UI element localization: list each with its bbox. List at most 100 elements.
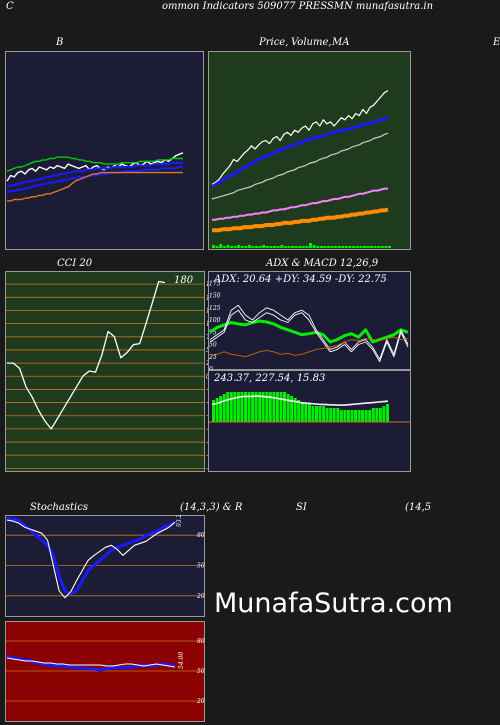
volume-bar <box>384 246 388 248</box>
adx-series-2 <box>209 309 409 363</box>
volume-bar <box>334 246 338 248</box>
volume-bar <box>388 246 391 248</box>
price-series-0 <box>211 90 389 185</box>
volume-bar <box>366 246 370 248</box>
volume-bar <box>230 246 233 248</box>
stochastics-chart: 80 50 20 93.21 <box>5 515 205 617</box>
volume-bar <box>287 246 291 248</box>
macd-histogram-bar <box>275 392 279 422</box>
macd-histogram-bar <box>332 408 336 422</box>
price-series-2 <box>211 132 389 200</box>
cci-value: 180 <box>174 275 194 286</box>
macd-histogram-bar <box>283 392 286 422</box>
volume-bar <box>294 246 298 248</box>
bb-series-1 <box>6 156 183 172</box>
adx-tick-label: 25 <box>208 354 217 361</box>
macd-histogram-bar <box>354 410 357 422</box>
volume-bar <box>370 246 373 248</box>
price-label-2: Volume, <box>291 37 332 48</box>
price-series-1 <box>211 116 389 188</box>
adx-chart: 175 150 125 100 75 50 25 0 <box>208 271 411 370</box>
stoch-tick-label: 20 <box>196 593 205 600</box>
macd-histogram-bar <box>265 392 269 422</box>
rsi-tick-label: 80 <box>197 638 205 645</box>
volume-bar <box>280 245 284 248</box>
adx-tick-label: 100 <box>209 317 221 324</box>
volume-bar <box>226 245 230 248</box>
macd-histogram-bar <box>329 408 333 422</box>
macd-line-0 <box>211 395 389 406</box>
macd-histogram-bar <box>219 396 223 422</box>
macd-histogram-bar <box>346 410 350 422</box>
macd-histogram-bar <box>368 410 372 422</box>
macd-histogram-bar <box>357 410 361 422</box>
volume-bar <box>319 246 323 248</box>
bb-series-2 <box>6 161 183 188</box>
macd-panel <box>208 370 411 472</box>
macd-histogram-bar <box>336 408 340 422</box>
macd-histogram-bar <box>364 410 368 422</box>
volume-bar <box>283 246 287 248</box>
rsi-signal-line <box>6 657 176 668</box>
adx-series-3 <box>209 336 409 358</box>
macd-histogram-bar <box>254 392 258 422</box>
macd-histogram-bar <box>361 410 365 422</box>
volume-bar <box>373 246 377 248</box>
bollinger-panel <box>5 51 204 250</box>
stoch-tick-label: 50 <box>197 563 205 570</box>
volume-bar <box>312 245 316 248</box>
watermark: MunafaSutra.com <box>214 588 453 619</box>
volume-bar <box>258 246 262 248</box>
rsi-value: 54.00 <box>178 652 185 669</box>
cci-label: CCI 20 <box>57 258 93 269</box>
adx-tick-label: 175 <box>209 280 221 287</box>
macd-histogram-bar <box>233 392 237 422</box>
adx-series-1 <box>209 304 409 360</box>
volume-bar <box>352 246 356 248</box>
macd-histogram-bar <box>375 408 379 422</box>
macd-histogram-bar <box>293 398 297 422</box>
volume-bar <box>233 246 237 248</box>
macd-histogram-bar <box>297 400 301 422</box>
macd-histogram-bar <box>258 392 262 422</box>
macd-histogram-bar <box>286 394 290 422</box>
macd-histogram-bar <box>307 404 311 422</box>
macd-histogram-bar <box>247 392 251 422</box>
bollinger-chart <box>5 51 204 250</box>
macd-histogram-bar <box>322 406 326 422</box>
stoch-label: Stochastics <box>30 502 88 513</box>
macd-histogram-bar <box>240 392 244 422</box>
adx-panel: 175 150 125 100 75 50 25 0 <box>208 271 411 370</box>
cci-panel: 1751501251007550250-25-50-75-100-125-150… <box>5 271 211 472</box>
volume-bar <box>240 246 244 248</box>
stoch-k-line <box>6 516 176 596</box>
macd-histogram-bar <box>311 406 315 422</box>
macd-values: 243.37, 227.54, 15.83 <box>214 373 326 384</box>
macd-histogram-bar <box>382 406 386 422</box>
volume-bar <box>326 246 330 248</box>
volume-bar <box>291 246 294 248</box>
adx-tick-label: 50 <box>209 342 217 349</box>
macd-histogram-bar <box>244 392 247 422</box>
macd-histogram-bar <box>378 408 382 422</box>
volume-bar <box>262 245 266 248</box>
adx-label: ADX & MACD 12,26,9 <box>266 258 379 269</box>
macd-histogram-bar <box>339 410 343 422</box>
header-left-letter: C <box>6 1 14 12</box>
volume-bar <box>251 246 255 248</box>
price-series-4 <box>212 207 389 233</box>
rsi-chart: 80 50 20 54.00 <box>5 621 205 722</box>
rsi-label: SI <box>296 502 307 513</box>
adx-tick-label: 0 <box>209 366 213 370</box>
price-series-3 <box>212 187 388 221</box>
macd-histogram-bar <box>279 392 283 422</box>
adx-series-0 <box>209 319 409 344</box>
right-edge-label: E <box>493 37 500 48</box>
cci-chart: 1751501251007550250-25-50-75-100-125-150… <box>5 271 211 472</box>
macd-histogram-bar <box>350 410 354 422</box>
macd-histogram-bar <box>251 392 255 422</box>
stoch-d-line <box>6 519 176 599</box>
macd-histogram-bar <box>325 408 329 422</box>
stoch-value: 93.21 <box>176 515 183 527</box>
macd-histogram-bar <box>261 392 265 422</box>
